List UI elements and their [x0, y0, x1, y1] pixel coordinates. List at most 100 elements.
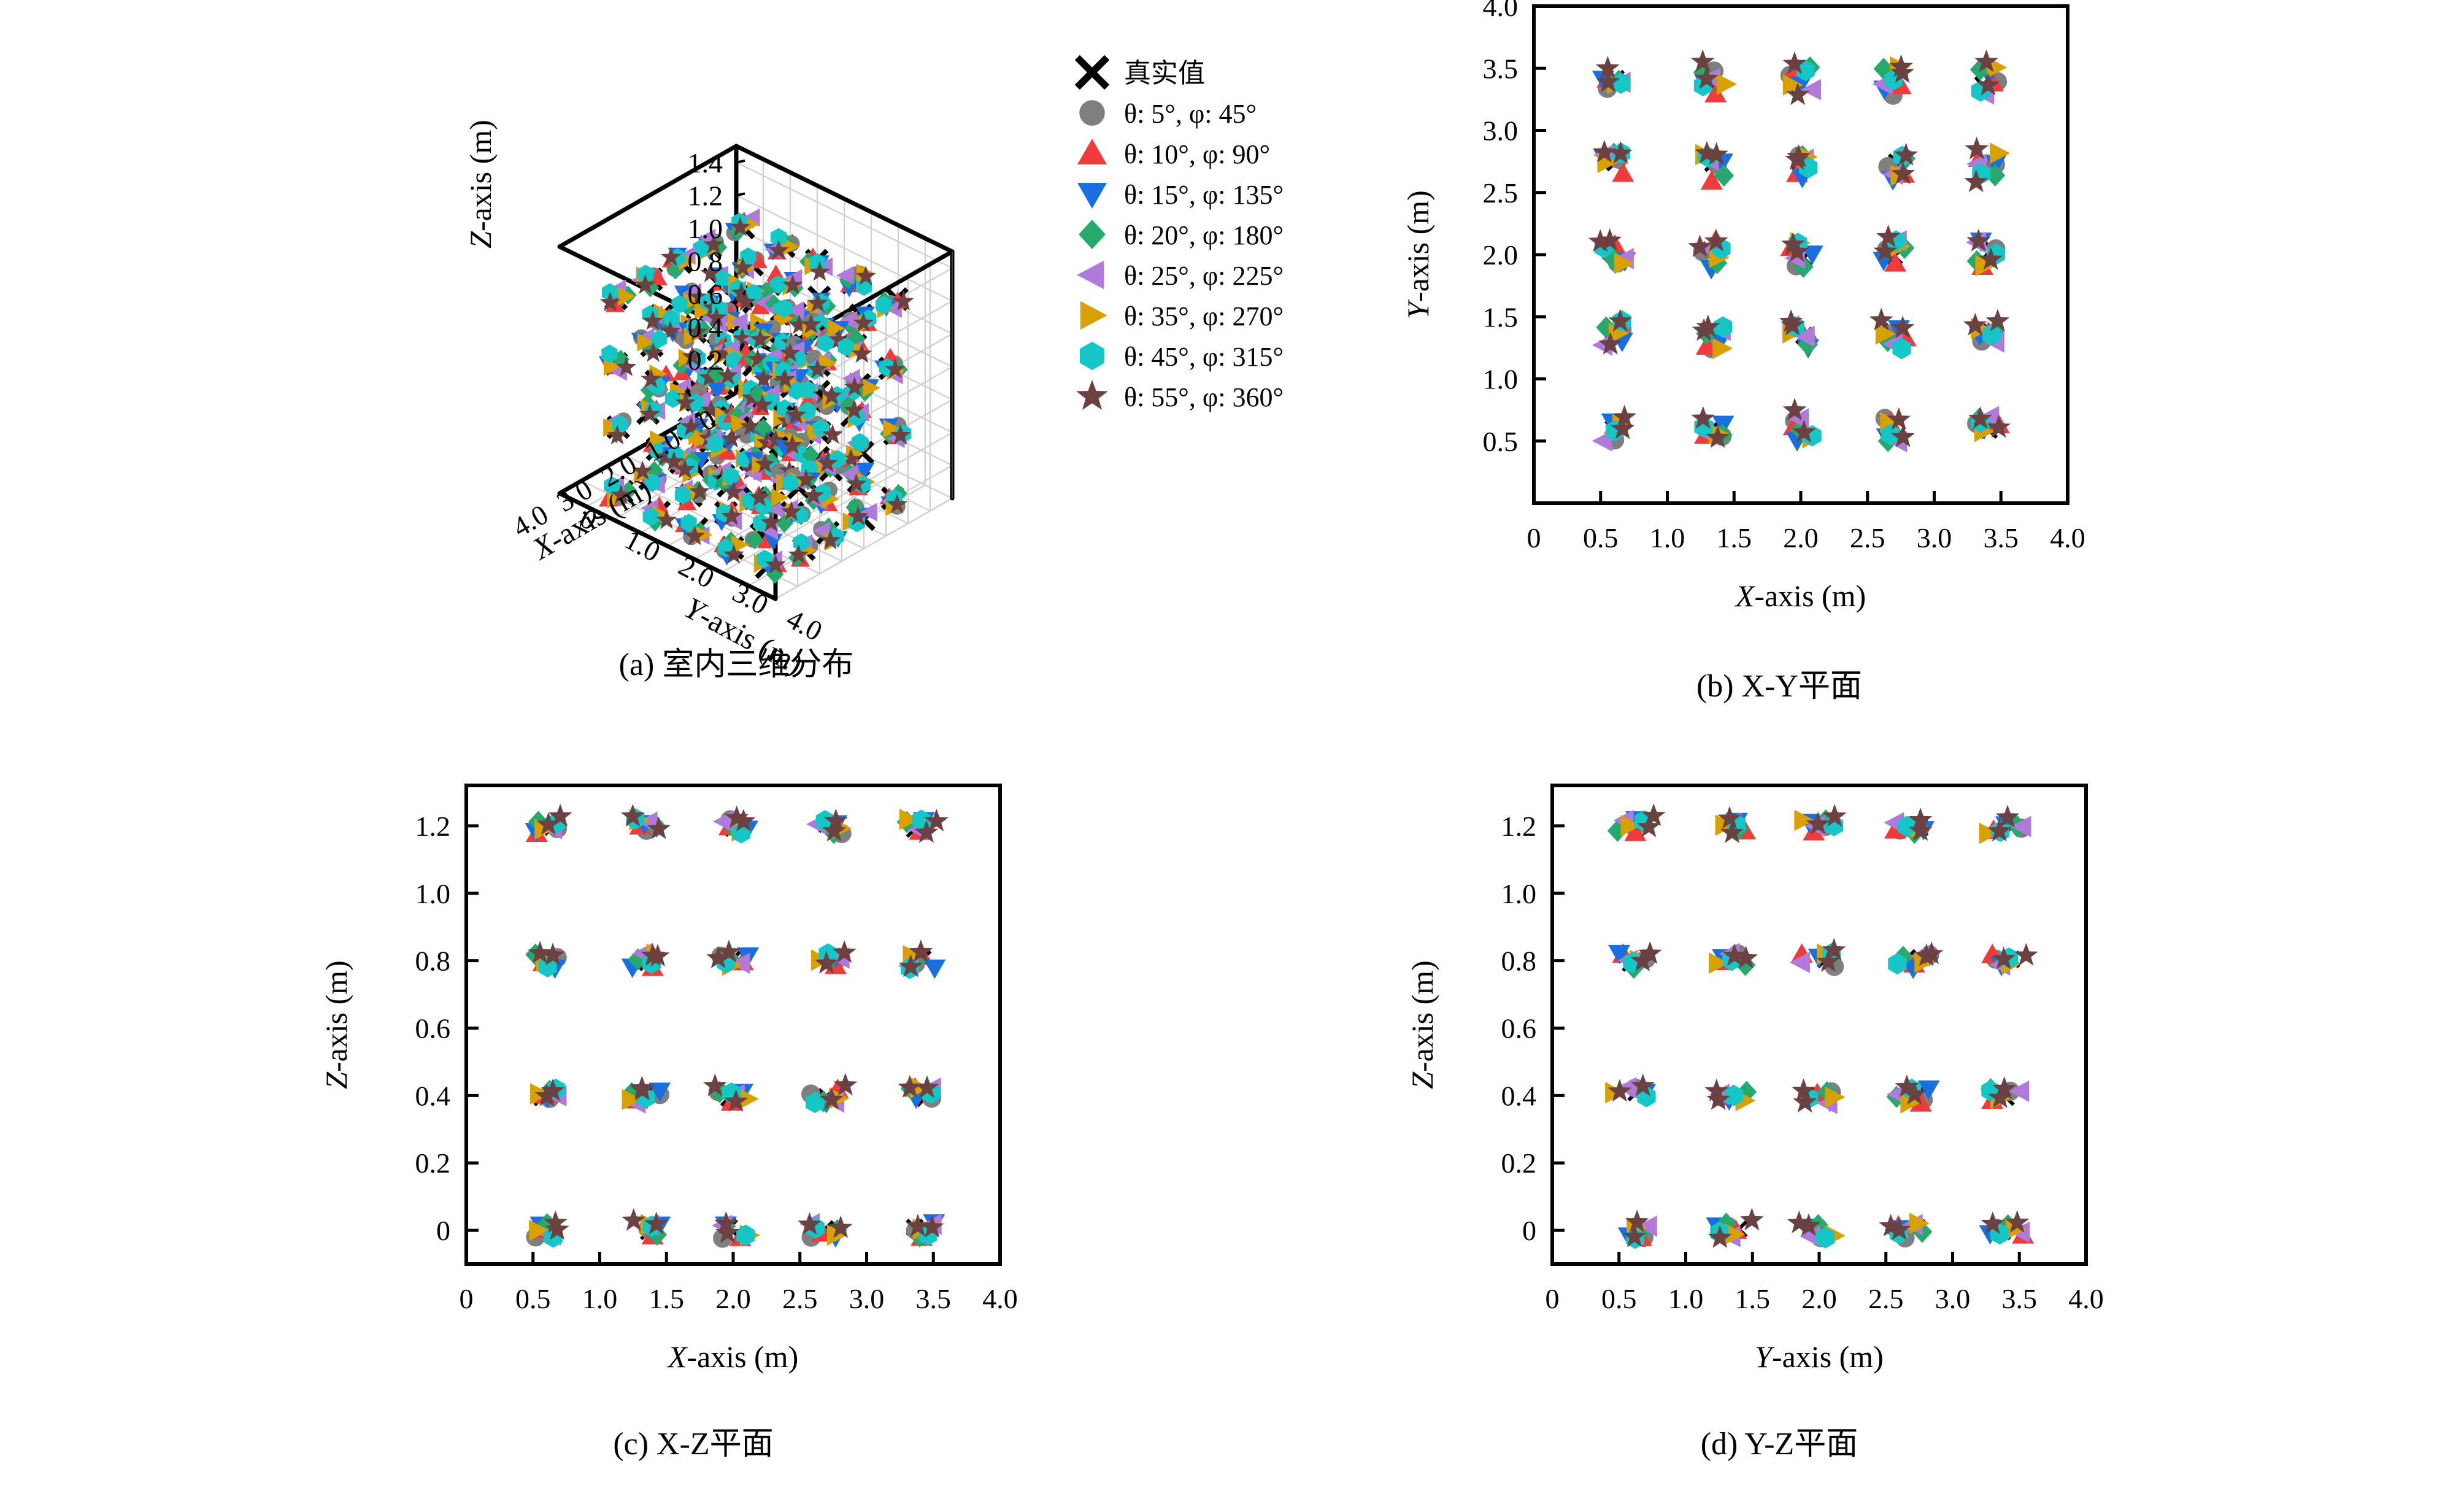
panel-c-xtick-7: 3.5	[916, 1283, 952, 1314]
marker-hexagon	[715, 269, 731, 288]
marker-star	[821, 385, 842, 405]
panel-a-datapoints	[598, 208, 914, 584]
marker-hexagon	[1079, 341, 1105, 371]
marker-star	[1792, 420, 1816, 443]
panel-b-xtick-1: 0.5	[1583, 522, 1619, 553]
panel-b-svg: 0 0.5 1.0 1.5 2.0 2.5 3.0 3.5 4.0 0.5 1.0 1.5 2.0 2.5…	[1401, 0, 2085, 613]
marker-hexagon	[799, 401, 816, 420]
panel-a-ztick-5: 1.2	[688, 180, 723, 211]
marker-triangle-left	[730, 312, 748, 331]
legend-box: 真实值 θ: 5°, φ: 45° θ: 10°, φ: 90° θ: 15°, φ:…	[1068, 49, 1411, 430]
marker-triangle-up	[718, 442, 737, 460]
marker-hexagon	[637, 264, 654, 283]
marker-hexagon	[1724, 1084, 1744, 1106]
marker-star	[1891, 424, 1915, 447]
marker-star	[1638, 941, 1662, 964]
marker-star	[682, 345, 703, 366]
marker-star	[715, 1220, 740, 1243]
marker-star	[1608, 309, 1633, 332]
panel-c-xtick-2: 1.0	[582, 1283, 618, 1314]
panel-d-xtick-7: 3.5	[2002, 1283, 2038, 1314]
marker-star	[754, 453, 776, 473]
marker-star	[1895, 1074, 1919, 1098]
marker-star	[644, 1211, 669, 1235]
marker-star	[1717, 806, 1742, 829]
panel-b-ytick-3: 2.0	[1483, 239, 1519, 271]
marker-star	[909, 939, 933, 963]
panel-b-ytick-7: 4.0	[1483, 0, 1519, 22]
marker-star	[629, 1076, 654, 1099]
marker-triangle-right	[2006, 1218, 2027, 1240]
marker-hexagon	[680, 514, 697, 533]
marker-star	[1964, 169, 1989, 193]
panel-b-frame	[1532, 4, 2069, 505]
marker-triangle-right	[1608, 322, 1629, 344]
marker-triangle-up	[1700, 170, 1723, 190]
marker-triangle-right	[1825, 1086, 1846, 1108]
panel-a-ztick-0: 0.2	[688, 344, 723, 376]
panel-c-xtick-4: 2.0	[715, 1283, 751, 1314]
marker-star	[689, 480, 710, 501]
marker-hexagon	[1897, 815, 1917, 838]
marker-star	[534, 1084, 559, 1106]
marker-star	[1588, 229, 1612, 252]
marker-star	[803, 485, 824, 505]
marker-triangle-left	[2009, 1080, 2030, 1102]
marker-diamond	[1985, 164, 2006, 187]
marker-star	[599, 291, 621, 312]
marker-triangle-down	[763, 533, 783, 550]
marker-star	[663, 450, 685, 471]
legend-label-2: θ: 10°, φ: 90°	[1124, 139, 1270, 169]
marker-star	[730, 216, 751, 236]
marker-hexagon	[664, 389, 681, 408]
panel-b-caption: (b) X-Y平面	[1696, 669, 1863, 704]
marker-hexagon	[538, 956, 557, 977]
marker-star	[615, 357, 637, 377]
marker-star	[788, 544, 809, 564]
marker-triangle-right	[1979, 822, 2000, 844]
marker-star	[814, 950, 839, 974]
marker-star	[731, 809, 756, 832]
marker-hexagon	[806, 1092, 825, 1114]
marker-star	[847, 506, 869, 526]
panel-c-caption-wrap: (c) X-Z平面	[288, 1417, 1098, 1467]
marker-star	[1611, 416, 1635, 439]
marker-star	[1793, 1090, 1817, 1113]
marker-star	[1981, 1211, 2005, 1235]
marker-star	[699, 366, 720, 387]
marker-triangle-right	[731, 414, 749, 433]
marker-star	[1696, 314, 1720, 337]
legend-label-4: θ: 20°, φ: 180°	[1124, 220, 1284, 250]
marker-star	[828, 1215, 853, 1238]
marker-star	[1706, 1087, 1731, 1110]
marker-triangle-up	[648, 268, 668, 286]
marker-star	[914, 820, 939, 843]
marker-star	[541, 943, 565, 966]
marker-star	[1796, 1213, 1821, 1236]
marker-triangle-right	[678, 349, 696, 368]
marker-star	[610, 484, 632, 504]
marker-star	[732, 256, 753, 277]
marker-star	[1720, 820, 1744, 843]
marker-star	[1622, 1224, 1647, 1247]
marker-star	[1607, 1079, 1632, 1102]
marker-diamond	[1873, 58, 1894, 80]
marker-star	[1995, 804, 2020, 828]
marker-star	[782, 274, 803, 295]
panel-b-ytick-5: 3.0	[1483, 115, 1519, 147]
marker-triangle-up	[605, 295, 625, 312]
panel-b-xtick-7: 3.5	[1984, 522, 2019, 553]
marker-hexagon	[793, 533, 809, 552]
marker-star	[807, 358, 828, 379]
marker-diamond	[1596, 316, 1617, 339]
marker-star	[1979, 247, 2003, 270]
marker-star	[680, 415, 702, 436]
marker-star	[741, 387, 763, 407]
marker-star	[823, 808, 848, 831]
marker-star	[887, 493, 908, 514]
panel-d-ytick-2: 0.4	[1501, 1080, 1537, 1111]
marker-star	[1785, 147, 1809, 170]
marker-star	[920, 1214, 944, 1238]
marker-hexagon	[663, 309, 680, 328]
panel-c-xtick-1: 0.5	[515, 1283, 551, 1314]
